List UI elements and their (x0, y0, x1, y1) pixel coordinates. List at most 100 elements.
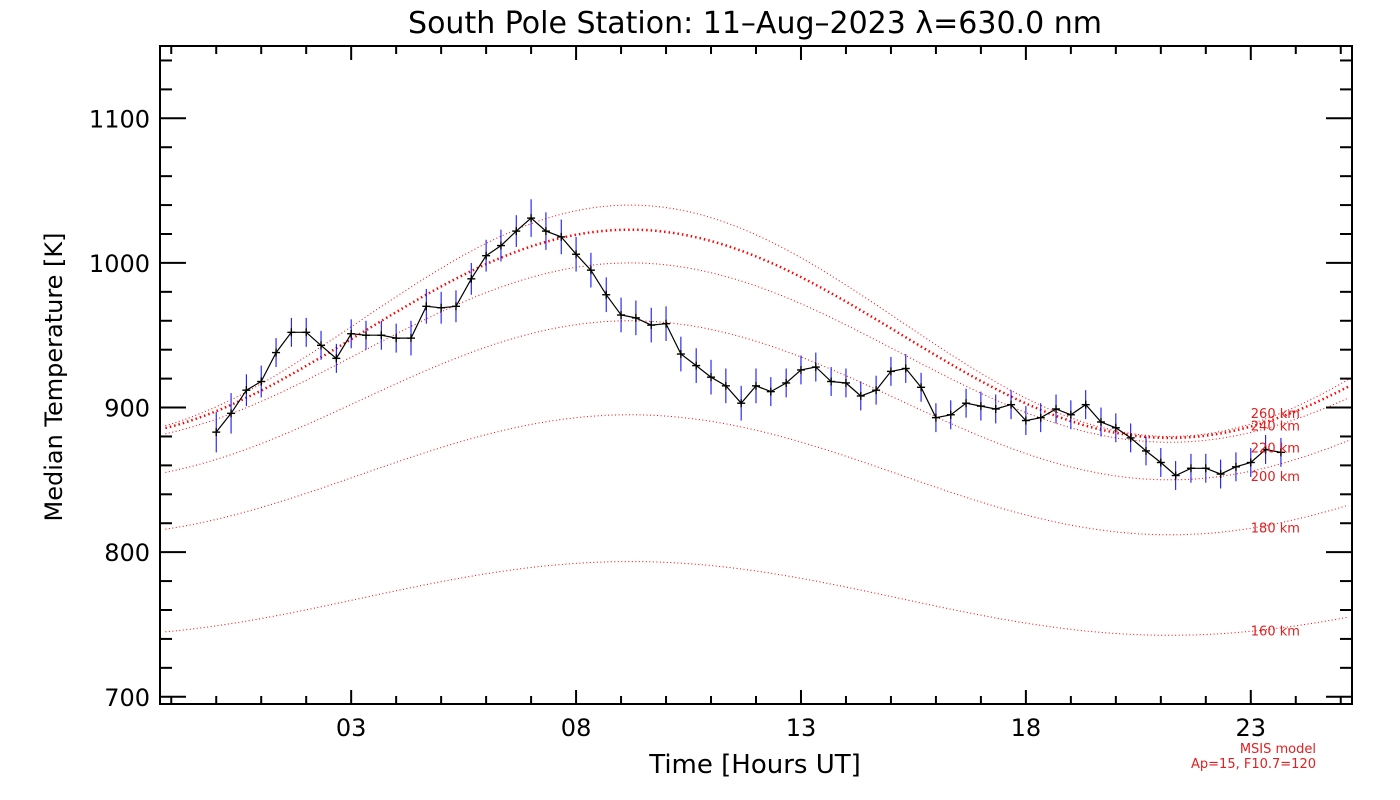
x-tick-label: 08 (561, 714, 592, 742)
axis-ticks (160, 46, 1352, 704)
model-curve-220-km (165, 262, 1349, 443)
data-point (752, 381, 760, 390)
y-tick-label: 900 (104, 395, 150, 423)
data-point (406, 334, 415, 343)
data-point (1261, 445, 1270, 454)
data-point (1231, 462, 1240, 471)
data-point (586, 266, 595, 275)
data-point (782, 378, 791, 387)
data-point (392, 334, 401, 343)
data-point (901, 364, 910, 373)
data-point (1066, 410, 1075, 419)
data-point (811, 363, 820, 372)
model-note-line1: MSIS model (1240, 742, 1316, 757)
model-curve-180-km (165, 414, 1349, 536)
data-point (332, 354, 341, 363)
y-axis-label: Median Temperature [K] (40, 232, 68, 521)
data-point (631, 313, 640, 322)
data-point (827, 377, 836, 386)
data-point (692, 361, 701, 370)
data-point (707, 373, 716, 382)
data-point (572, 250, 581, 259)
data-point (737, 399, 746, 408)
y-tick-label: 1100 (89, 105, 150, 133)
data-point (647, 321, 656, 330)
data-point (272, 348, 281, 357)
data-point (1052, 404, 1061, 413)
data-point (931, 413, 940, 422)
x-tick-label: 23 (1236, 714, 1267, 742)
data-point (541, 227, 550, 236)
data-point (527, 214, 536, 223)
data-point (1186, 464, 1195, 473)
data-point (212, 428, 221, 437)
model-label-160-km: 160 km (1251, 624, 1300, 639)
data-point (451, 302, 460, 311)
model-curves (165, 204, 1349, 636)
data-point (422, 302, 431, 311)
data-point (841, 378, 850, 387)
model-curve-260-km (165, 204, 1349, 438)
y-tick-label: 1000 (89, 250, 150, 278)
model-label-180-km: 180 km (1251, 521, 1300, 536)
data-point (796, 365, 805, 374)
y-tick-label: 700 (104, 684, 150, 712)
model-curve-200-km (165, 320, 1349, 481)
data-point (1007, 400, 1016, 409)
x-tick-label: 13 (786, 714, 817, 742)
observed-line (215, 217, 1282, 477)
data-point (1021, 416, 1030, 425)
data-point (242, 386, 251, 395)
data-point (617, 310, 626, 319)
data-point (946, 410, 955, 419)
data-point (257, 377, 266, 386)
data-point (1036, 413, 1045, 422)
y-tick-label: 800 (104, 539, 150, 567)
data-point (302, 328, 311, 337)
observed-series (212, 199, 1285, 490)
data-point (766, 387, 775, 396)
data-point (1156, 458, 1165, 467)
data-point (287, 328, 296, 337)
x-tick-label: 03 (336, 714, 367, 742)
model-note-line2: Ap=15, F10.7=120 (1191, 757, 1316, 772)
data-point (557, 232, 566, 241)
data-point (962, 399, 971, 408)
data-point (991, 404, 1000, 413)
data-point (602, 290, 611, 299)
data-point (467, 274, 476, 283)
data-point (662, 319, 671, 328)
data-point (1126, 433, 1135, 442)
data-point (872, 386, 881, 395)
x-axis-label: Time [Hours UT] (648, 750, 861, 780)
data-point (362, 331, 371, 340)
x-tick-label: 18 (1011, 714, 1042, 742)
data-point (377, 331, 386, 340)
data-point (721, 381, 730, 390)
data-point (1081, 400, 1090, 409)
chart-title: South Pole Station: 11–Aug–2023 λ=630.0 … (408, 6, 1102, 41)
data-point (1171, 471, 1180, 480)
model-curve-160-km (165, 561, 1349, 636)
data-point (482, 251, 491, 260)
model-label-240-km: 240 km (1251, 420, 1300, 435)
data-point (976, 402, 985, 411)
model-label-220-km: 220 km (1251, 441, 1300, 456)
data-point (1216, 470, 1225, 479)
model-label-260-km: 260 km (1251, 407, 1300, 422)
data-point (347, 329, 356, 338)
data-point (917, 383, 926, 392)
data-point (1111, 423, 1120, 432)
model-label-200-km: 200 km (1251, 470, 1300, 485)
data-point (856, 391, 865, 400)
data-point (1276, 448, 1285, 457)
data-point (676, 350, 685, 359)
data-point (1097, 418, 1106, 426)
data-point (317, 341, 326, 350)
data-point (437, 303, 446, 312)
data-point (227, 409, 236, 418)
model-curve-240-km (165, 228, 1349, 440)
data-point (1141, 446, 1150, 455)
